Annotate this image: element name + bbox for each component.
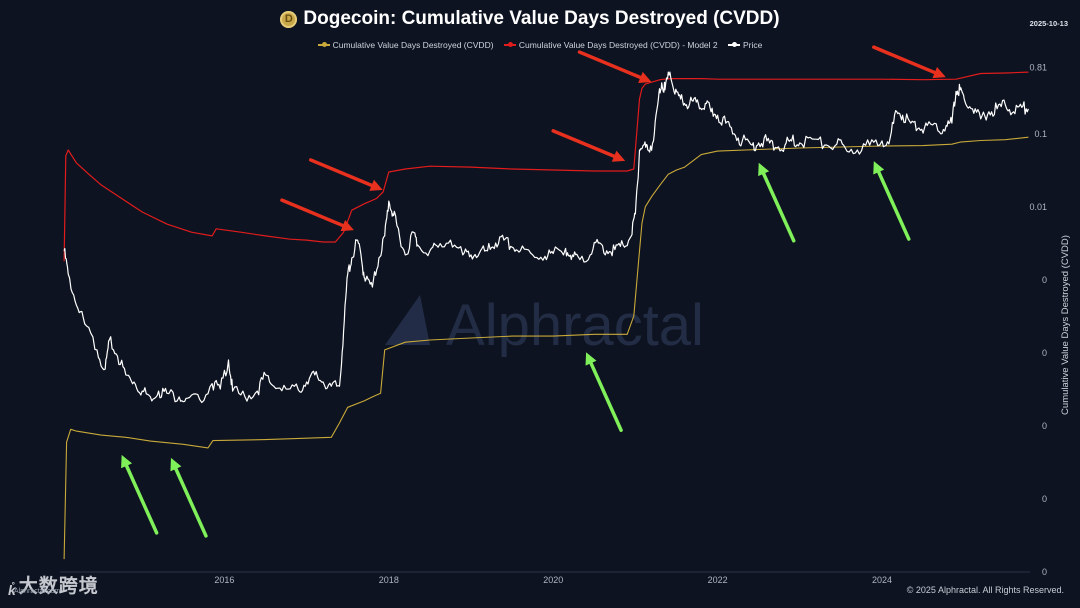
legend-item-cvdd-model2: Cumulative Value Days Destroyed (CVDD) -… — [503, 40, 718, 50]
page-title: Dogecoin: Cumulative Value Days Destroye… — [280, 8, 780, 30]
legend-item-price: Price — [728, 40, 762, 50]
y-tick-label: 0 — [1042, 421, 1047, 431]
legend-marker-cvdd — [317, 42, 330, 47]
axes-layer: 2016 2018 2020 2022 2024 0 0 0 0 0 0.01 0.1 0.81 — [60, 62, 1047, 585]
watermark-small-text: Alphractal.com — [14, 588, 61, 595]
date-stamp: 2025-10-13 — [1029, 19, 1068, 28]
x-tick-label: 2022 — [708, 575, 728, 585]
y-tick-label: 0 — [1042, 494, 1047, 504]
page-title-text: Dogecoin: Cumulative Value Days Destroye… — [303, 8, 780, 29]
green-arrow-icon — [758, 162, 796, 243]
y-tick-label: 0.81 — [1029, 62, 1047, 72]
red-arrow-icon — [280, 198, 354, 232]
series-layer — [63, 71, 1029, 560]
y-tick-label: 0.1 — [1034, 129, 1047, 139]
title-bar: Dogecoin: Cumulative Value Days Destroye… — [0, 8, 1060, 33]
x-tick-label: 2020 — [543, 575, 563, 585]
y-tick-label: 0.01 — [1029, 202, 1047, 212]
red-arrow-icon — [308, 158, 383, 191]
legend-label-cvdd-model2: Cumulative Value Days Destroyed (CVDD) -… — [518, 40, 718, 50]
arrows-layer — [121, 45, 946, 538]
red-arrow-icon — [577, 50, 652, 83]
watermark-logo-icon — [385, 295, 430, 345]
series-line-cvdd-model2 — [63, 71, 1029, 262]
y-axis-title: Cumulative Value Days Destroyed (CVDD) — [1060, 235, 1071, 415]
legend-marker-price — [728, 42, 741, 47]
y-tick-label: 0 — [1042, 275, 1047, 285]
green-arrow-icon — [121, 454, 159, 535]
green-arrow-icon — [170, 457, 208, 538]
series-line-price — [63, 71, 1029, 404]
green-arrow-icon — [585, 352, 623, 432]
red-arrow-icon — [872, 45, 946, 79]
legend-item-cvdd: Cumulative Value Days Destroyed (CVDD) — [317, 40, 494, 50]
watermark-text: Alphractal — [446, 293, 704, 358]
x-tick-label: 2024 — [872, 575, 892, 585]
x-tick-label: 2016 — [214, 575, 234, 585]
watermark-badge-icon: k̊ — [8, 582, 16, 598]
legend-label-cvdd: Cumulative Value Days Destroyed (CVDD) — [332, 40, 494, 50]
watermark-logo-text: 大数跨境 — [18, 576, 99, 597]
dogecoin-icon — [280, 10, 298, 28]
legend-label-price: Price — [743, 40, 763, 50]
series-line-cvdd — [63, 136, 1029, 560]
legend: Cumulative Value Days Destroyed (CVDD) C… — [0, 38, 1080, 50]
x-tick-label: 2018 — [379, 575, 399, 585]
watermark-logo: k̊ 大数跨境 — [8, 571, 99, 598]
y-tick-label: 0 — [1042, 348, 1047, 358]
legend-marker-cvdd-model2 — [503, 42, 516, 47]
y-tick-label: 0 — [1042, 567, 1047, 577]
green-arrow-icon — [873, 161, 911, 241]
red-arrow-icon — [551, 129, 626, 162]
copyright: © 2025 Alphractal. All Rights Reserved. — [906, 585, 1064, 595]
